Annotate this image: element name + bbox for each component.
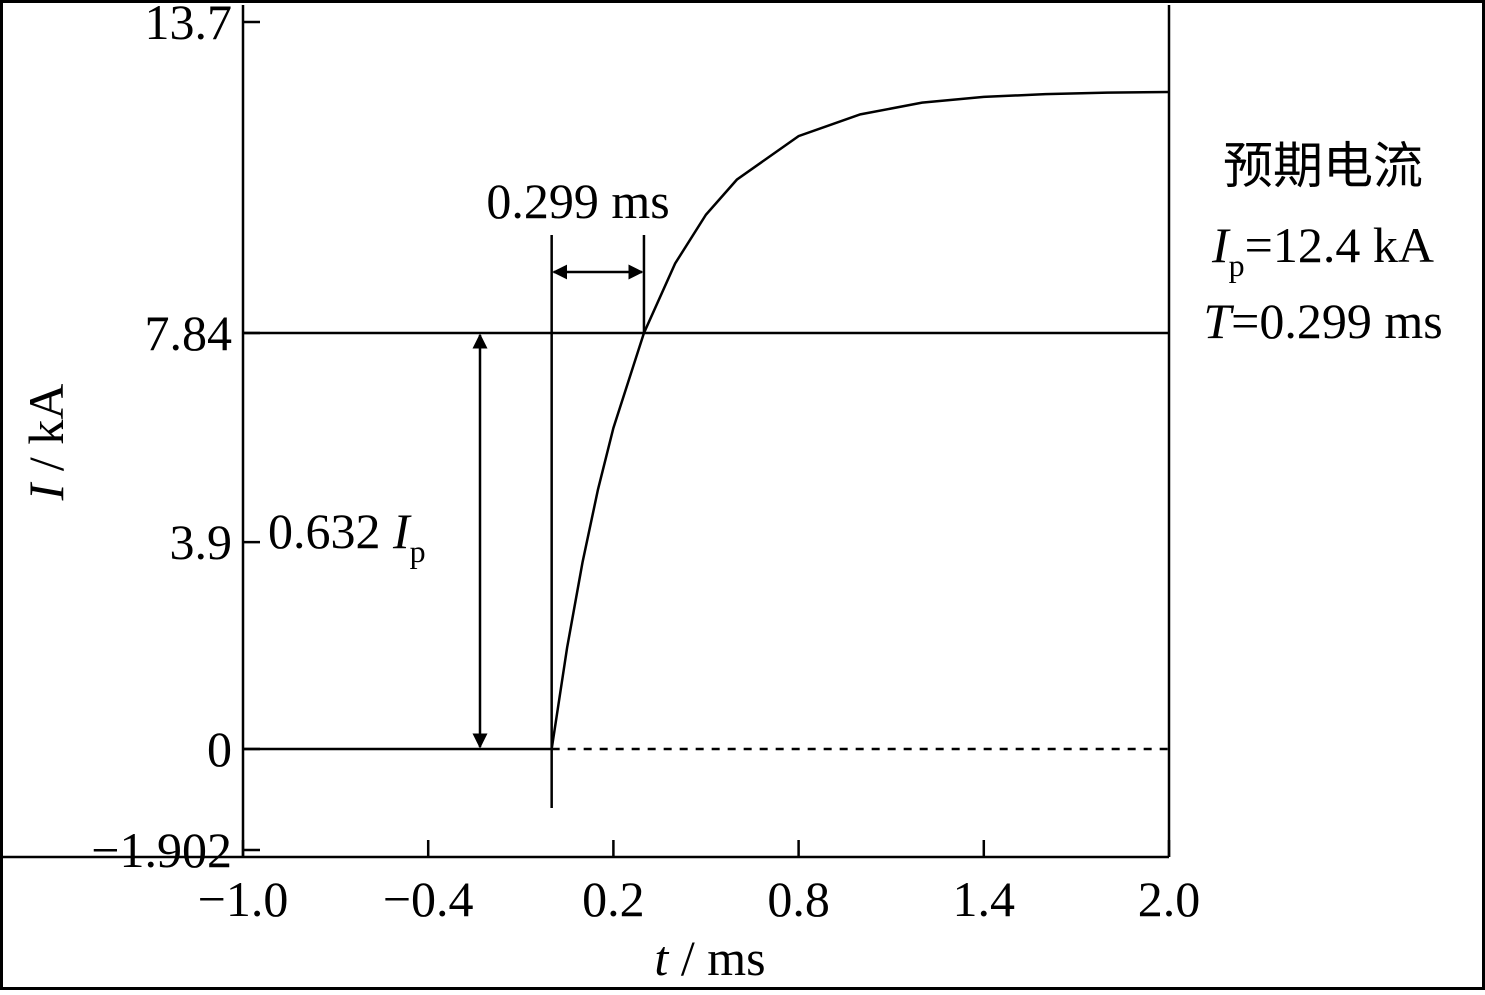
y-axis-label-part: I — [18, 481, 74, 501]
time-constant-label-part: T — [1203, 293, 1234, 349]
fraction-label-part: p — [410, 533, 426, 569]
y-axis-label-part: / kA — [18, 384, 74, 484]
x-tick-label: 0.2 — [582, 871, 645, 927]
current-label-part: =12.4 kA — [1245, 217, 1434, 273]
current-label-part: I — [1211, 217, 1231, 273]
fraction-label-part: 0.632 — [268, 503, 393, 559]
series-line — [243, 90, 1170, 751]
x-axis-label-part: / ms — [668, 930, 765, 986]
x-tick-label: 2.0 — [1138, 871, 1201, 927]
x-axis-label: t / ms — [654, 930, 765, 986]
time-constant-label: T=0.299 ms — [1203, 293, 1442, 349]
x-tick-label: 1.4 — [953, 871, 1016, 927]
fraction-label-part: I — [392, 503, 412, 559]
x-tick-label: −1.0 — [198, 871, 289, 927]
fraction-label: 0.632 Ip — [268, 503, 426, 569]
x-axis-label-part: t — [654, 930, 669, 986]
y-tick-label: 13.7 — [145, 0, 233, 50]
x-tick-label: −0.4 — [383, 871, 474, 927]
x-tick-label: 0.8 — [767, 871, 830, 927]
current-label-part: p — [1229, 247, 1245, 283]
y-tick-label: −1.902 — [91, 822, 232, 878]
y-tick-label: 7.84 — [145, 305, 233, 361]
y-axis-label: I / kA — [18, 384, 74, 502]
current-label: Ip=12.4 kA — [1211, 217, 1434, 283]
legend-title: 预期电流 — [1223, 138, 1423, 194]
y-tick-label: 0 — [207, 721, 232, 777]
interval-label: 0.299 ms — [486, 173, 669, 229]
time-constant-label-part: =0.299 ms — [1231, 293, 1443, 349]
y-tick-label: 3.9 — [170, 514, 233, 570]
